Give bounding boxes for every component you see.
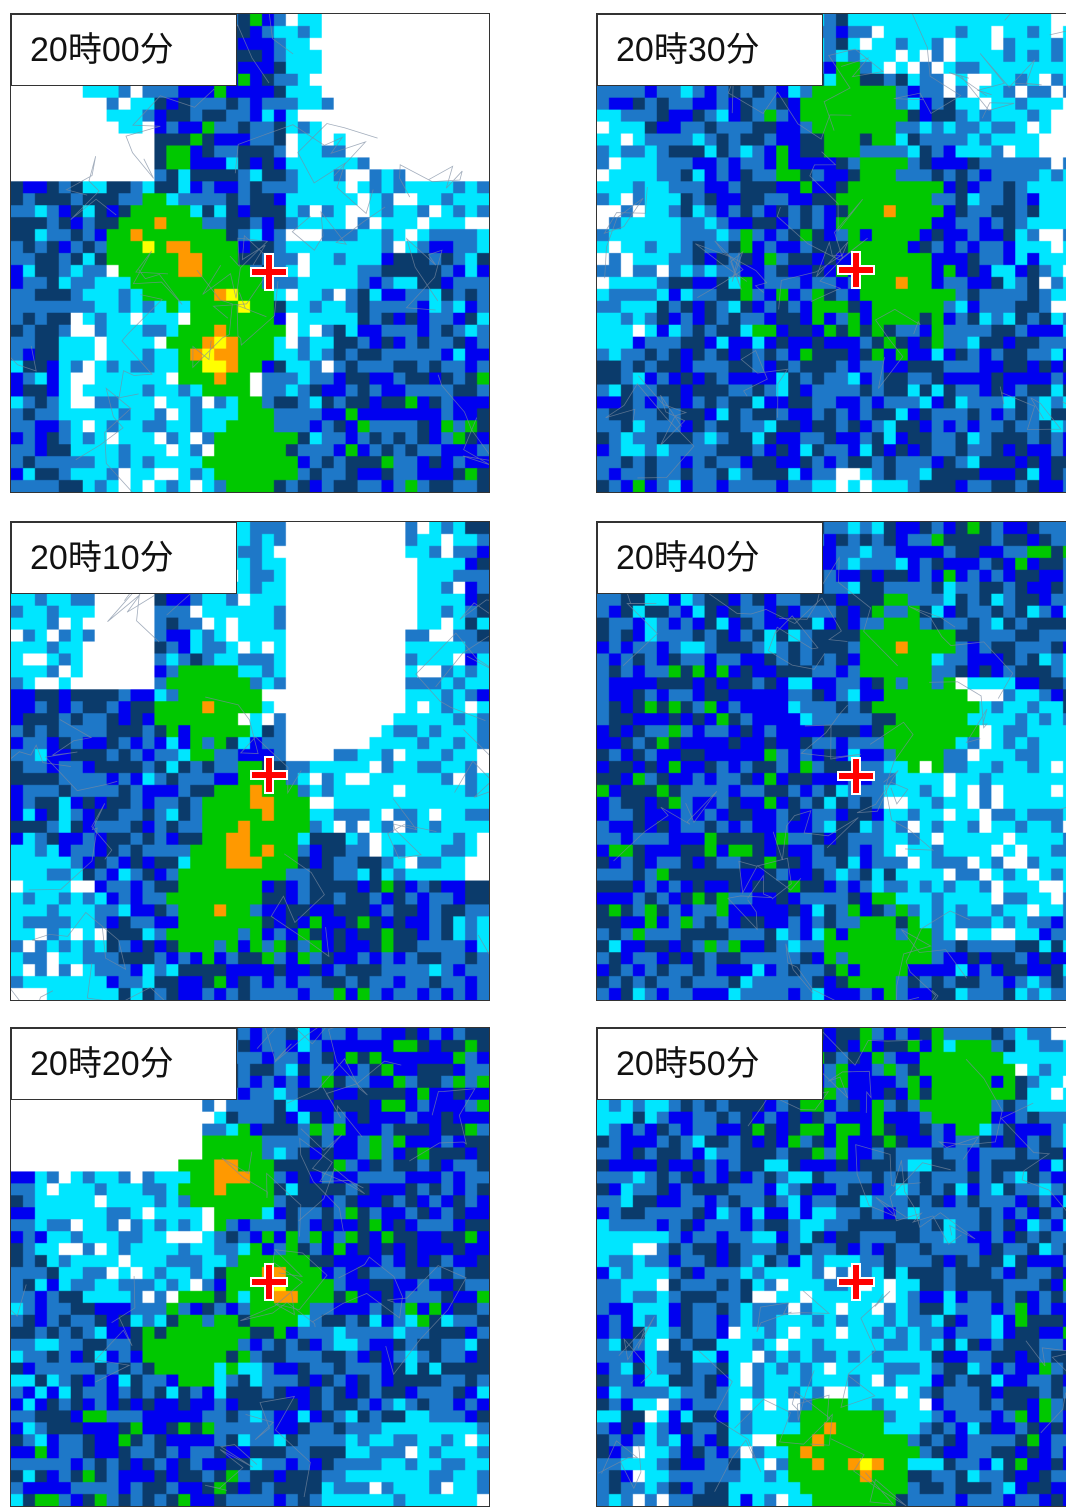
radar-panel-2010: 20時10分 (10, 521, 490, 1001)
cross-marker-icon (250, 756, 288, 794)
time-label: 20時00分 (11, 14, 237, 86)
radar-panel-2030: 20時30分 (596, 13, 1066, 493)
radar-panel-2050: 20時50分 (596, 1027, 1066, 1507)
radar-panel-2000: 20時00分 (10, 13, 490, 493)
time-label: 20時50分 (597, 1028, 823, 1100)
time-label: 20時20分 (11, 1028, 237, 1100)
cross-marker-icon (837, 757, 875, 795)
cross-marker-icon (837, 1263, 875, 1301)
cross-marker-icon (250, 1263, 288, 1301)
radar-panel-2040: 20時40分 (596, 521, 1066, 1001)
time-label: 20時30分 (597, 14, 823, 86)
cross-marker-icon (250, 253, 288, 291)
time-label: 20時10分 (11, 522, 237, 594)
time-label: 20時40分 (597, 522, 823, 594)
cross-marker-icon (837, 251, 875, 289)
radar-panel-2020: 20時20分 (10, 1027, 490, 1507)
